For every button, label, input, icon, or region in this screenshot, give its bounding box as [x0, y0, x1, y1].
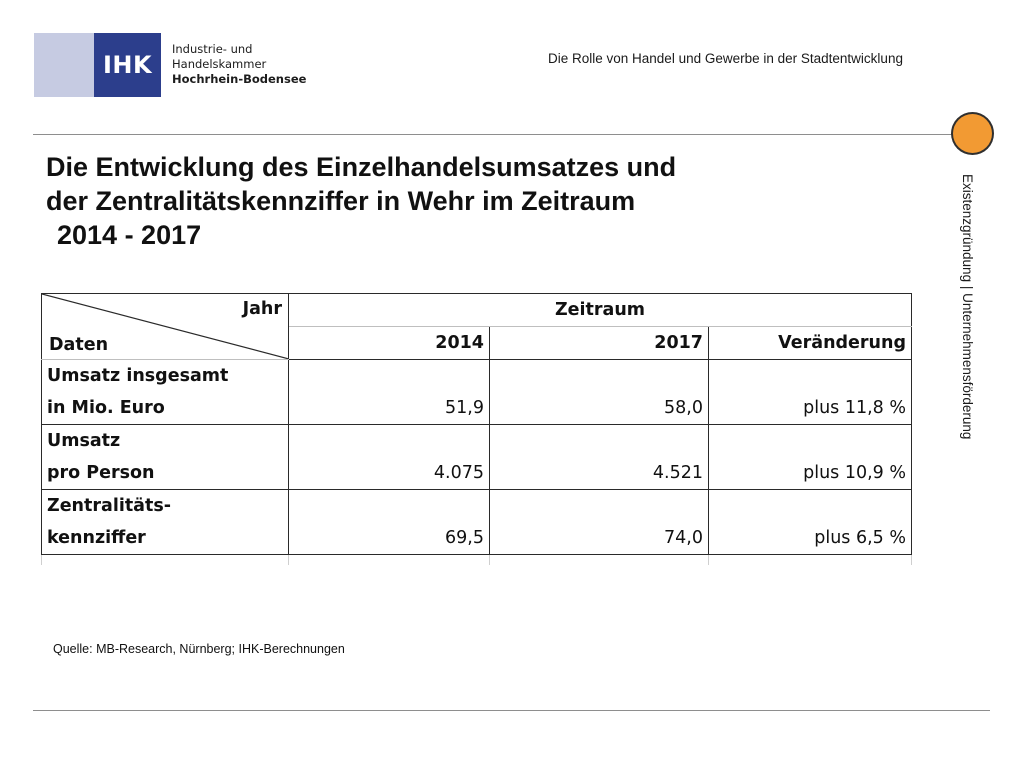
table-grid-tail — [41, 554, 912, 565]
logo-dark-block — [94, 33, 161, 97]
logo-light-block — [34, 33, 94, 97]
logo-mark: IHK — [102, 51, 153, 79]
cell-value-2014: 4.075 — [288, 457, 490, 490]
cell-change: plus 11,8 % — [708, 392, 912, 425]
cell-change: plus 10,9 % — [708, 457, 912, 490]
corner-diagonal — [42, 294, 289, 359]
row-label: pro Person — [41, 457, 289, 490]
row-label: kennziffer — [41, 522, 289, 555]
logo-chamber-name: Industrie- und Handelskammer — [172, 42, 267, 71]
row-label: Zentralitäts- — [41, 489, 289, 522]
accent-dot — [953, 114, 992, 153]
column-header-2017: 2017 — [489, 326, 709, 360]
side-label: Existenzgründung | Unternehmensförderung — [960, 174, 975, 440]
cell-change: plus 6,5 % — [708, 522, 912, 555]
table-row: Zentralitäts- — [41, 489, 912, 522]
table-row: in Mio. Euro 51,9 58,0 plus 11,8 % — [41, 392, 912, 425]
cell-value-2014: 51,9 — [288, 392, 490, 425]
cell-value-2017: 74,0 — [489, 522, 709, 555]
logo-text: Industrie- und Handelskammer Hochrhein-B… — [172, 42, 339, 87]
corner-cell: Jahr Daten — [41, 293, 289, 360]
title-line-2: der Zentralitätskennziffer in Wehr im Ze… — [46, 186, 636, 216]
bottom-divider — [33, 710, 990, 711]
header-caption: Die Rolle von Handel und Gewerbe in der … — [548, 51, 903, 66]
cell-value-2014: 69,5 — [288, 522, 490, 555]
title-line-1: Die Entwicklung des Einzelhandelsumsatze… — [46, 152, 677, 182]
top-divider — [33, 134, 955, 135]
table-header-row-1: Jahr Daten Zeitraum — [41, 293, 912, 360]
source-note: Quelle: MB-Research, Nürnberg; IHK-Berec… — [53, 642, 345, 656]
logo-region-name: Hochrhein-Bodensee — [172, 72, 307, 86]
row-label: Umsatz — [41, 424, 289, 457]
corner-label-daten: Daten — [49, 335, 109, 355]
row-label: Umsatz insgesamt — [41, 359, 289, 392]
table-row: pro Person 4.075 4.521 plus 10,9 % — [41, 457, 912, 490]
column-header-veraenderung: Veränderung — [708, 326, 912, 360]
table-row: kennziffer 69,5 74,0 plus 6,5 % — [41, 522, 912, 555]
group-header-zeitraum: Zeitraum — [288, 293, 912, 327]
cell-value-2017: 58,0 — [489, 392, 709, 425]
title-line-3: 2014 - 2017 — [57, 220, 202, 250]
corner-label-jahr: Jahr — [242, 299, 282, 319]
ihk-logo: IHK Industrie- und Handelskammer Hochrhe… — [34, 33, 339, 97]
table-row: Umsatz insgesamt — [41, 359, 912, 392]
table-row: Umsatz — [41, 424, 912, 457]
data-table: Jahr Daten Zeitraum 2014 2017 Veränderun… — [41, 293, 912, 565]
cell-value-2017: 4.521 — [489, 457, 709, 490]
row-label: in Mio. Euro — [41, 392, 289, 425]
table-header-row-2: 2014 2017 Veränderung — [42, 326, 912, 360]
page-title: Die Entwicklung des Einzelhandelsumsatze… — [46, 150, 676, 252]
column-header-2014: 2014 — [288, 326, 490, 360]
